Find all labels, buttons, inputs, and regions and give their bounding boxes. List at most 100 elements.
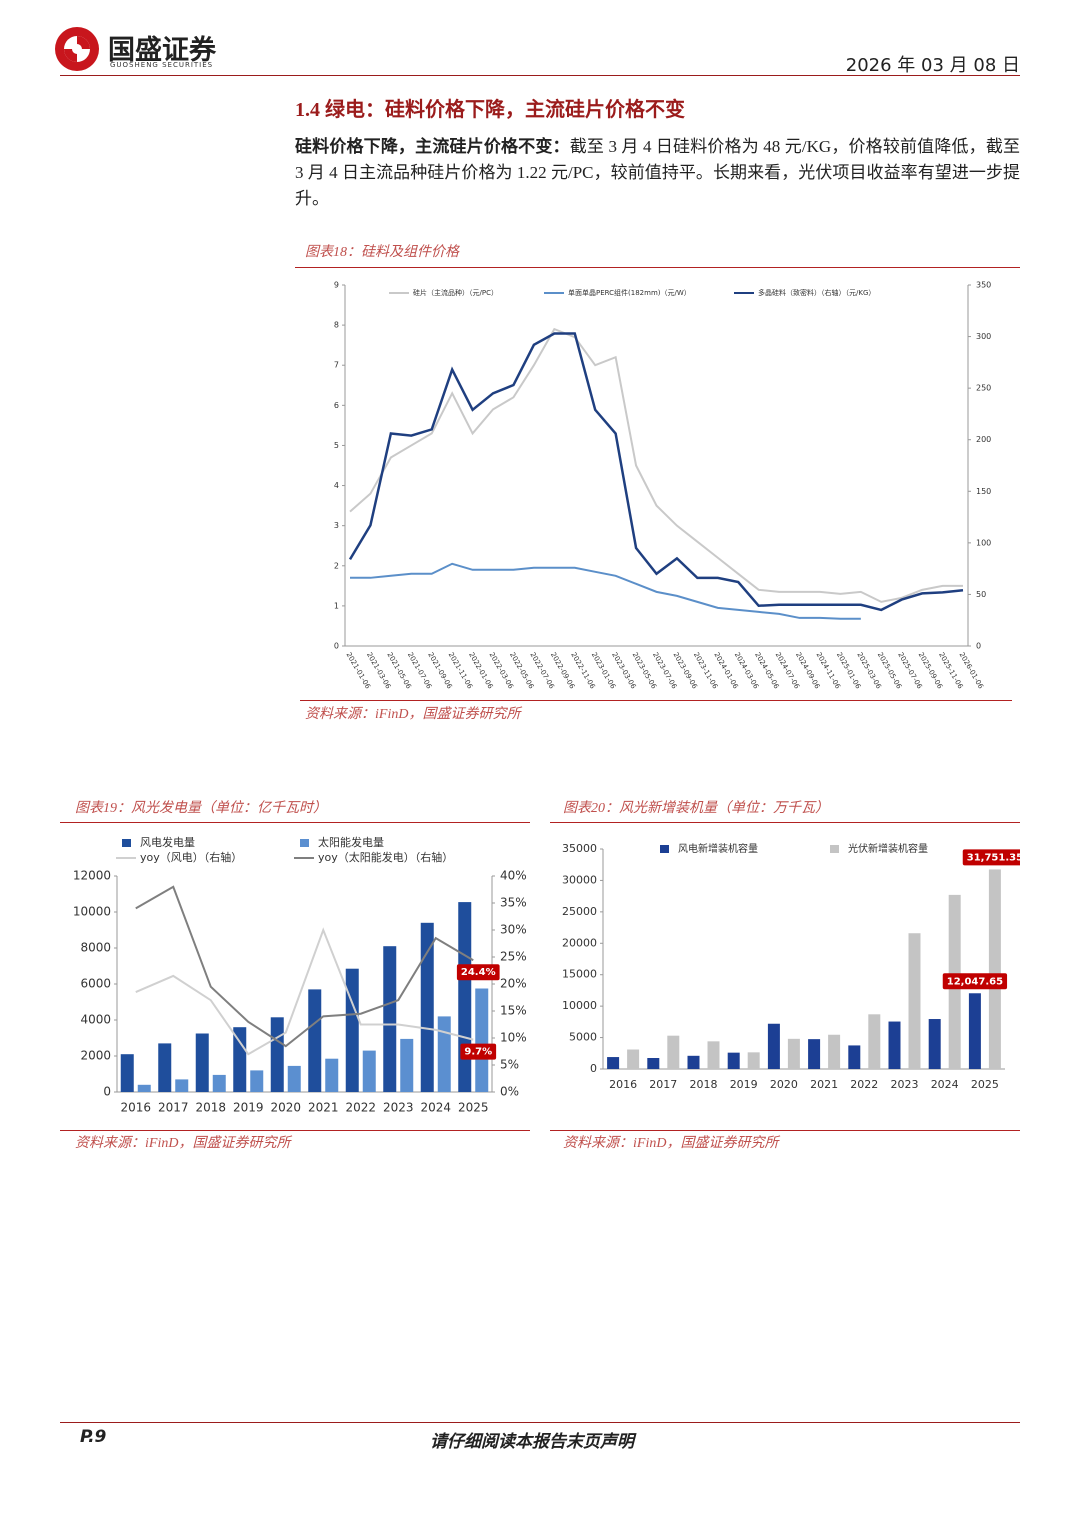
figure-rule [550, 1130, 1020, 1131]
bar [308, 989, 322, 1092]
bar [767, 1023, 780, 1069]
bar [908, 933, 921, 1069]
y-tick-label: 25% [500, 950, 527, 964]
figure-rule [300, 700, 1012, 701]
bar [968, 993, 981, 1069]
y-tick-label: 30000 [562, 873, 597, 886]
y-tick-label: 0 [590, 1062, 597, 1075]
y-tick-label: 8000 [80, 941, 111, 955]
value-label: 12,047.65 [947, 976, 1003, 987]
paragraph: 硅料价格下降，主流硅片价格不变：截至 3 月 4 日硅料价格为 48 元/KG，… [295, 134, 1020, 212]
bar [383, 946, 397, 1092]
bar [687, 1055, 700, 1069]
bar [475, 988, 489, 1092]
logo-text: 国盛证券 [108, 35, 216, 66]
bar [607, 1057, 620, 1069]
bar [195, 1033, 209, 1092]
figure-rule [60, 1130, 530, 1131]
y-tick-label: 20000 [562, 936, 597, 949]
logo-icon [55, 27, 99, 71]
bar [727, 1052, 740, 1069]
y-tick-label: 5 [334, 441, 339, 450]
x-tick-label: 2021 [308, 1101, 339, 1115]
bar [212, 1074, 226, 1092]
bar [868, 1014, 881, 1069]
bar [120, 1054, 134, 1092]
bar [707, 1041, 720, 1069]
bar [158, 1043, 172, 1092]
y-tick-label: 4 [334, 481, 339, 490]
y-tick-label: 2000 [80, 1049, 111, 1063]
y-tick-label: 2 [334, 561, 339, 570]
line [350, 562, 861, 620]
y-tick-label: 25000 [562, 905, 597, 918]
bar [437, 1016, 451, 1092]
bar [808, 1039, 821, 1069]
y-tick-label: 50 [976, 590, 986, 599]
y-tick-label: 30% [500, 923, 527, 937]
bar [362, 1050, 376, 1092]
legend-swatch [300, 839, 309, 847]
y-tick-label: 3 [334, 521, 339, 530]
legend-label: 多晶硅料（致密料）（右轴）（元/KG） [758, 288, 875, 297]
legend-label: yoy（风电）（右轴） [140, 850, 242, 864]
y-tick-label: 250 [976, 384, 991, 393]
line [348, 332, 964, 612]
bar [458, 902, 472, 1092]
x-tick-label: 2016 [120, 1101, 151, 1115]
value-label: 9.7% [464, 1047, 492, 1058]
bar [627, 1049, 640, 1069]
value-label: 31,751.35 [967, 852, 1020, 863]
x-tick-label: 2022 [850, 1078, 878, 1091]
bar [988, 869, 1001, 1069]
y-tick-label: 20% [500, 977, 527, 991]
figure-rule [295, 267, 1020, 268]
y-tick-label: 1 [334, 601, 339, 610]
value-label-box [460, 1043, 497, 1060]
bar [345, 968, 359, 1092]
y-tick-label: 4000 [80, 1013, 111, 1027]
bar [667, 1035, 680, 1069]
line [135, 927, 474, 1056]
bar [888, 1021, 901, 1069]
figure-title: 图表19：风光发电量（单位：亿千瓦时） [75, 801, 327, 816]
x-tick-label: 2021 [810, 1078, 838, 1091]
x-tick-label: 2016 [609, 1078, 637, 1091]
x-tick-label: 2024 [931, 1078, 959, 1091]
x-tick-label: 2018 [690, 1078, 718, 1091]
bar [325, 1058, 339, 1092]
figure-rule [60, 822, 530, 823]
footer-notice: 请仔细阅读本报告末页声明 [430, 1432, 634, 1451]
legend-label: 硅片（主流品种）（元/PC） [413, 288, 498, 297]
y-tick-label: 10000 [73, 905, 111, 919]
y-tick-label: 35000 [562, 842, 597, 855]
bar [287, 1065, 301, 1092]
x-tick-label: 2019 [730, 1078, 758, 1091]
bar [420, 922, 434, 1092]
legend-label: yoy（太阳能发电）（右轴） [318, 850, 453, 864]
y-tick-label: 7 [334, 361, 339, 370]
x-tick-label: 2025 [971, 1078, 999, 1091]
section-title: 1.4 绿电：硅料价格下降，主流硅片价格不变 [295, 99, 685, 121]
bar [848, 1045, 861, 1069]
figure-rule [550, 822, 1020, 823]
bar [270, 1017, 284, 1092]
y-tick-label: 5000 [569, 1031, 597, 1044]
y-tick-label: 200 [976, 435, 991, 444]
y-tick-label: 350 [976, 281, 991, 290]
x-tick-label: 2020 [770, 1078, 798, 1091]
value-label-box [456, 964, 500, 981]
bar [647, 1058, 660, 1069]
y-tick-label: 0 [334, 642, 339, 651]
y-tick-label: 0 [976, 642, 981, 651]
y-tick-label: 40% [500, 869, 527, 883]
figure-source: 资料来源：iFinD，国盛证券研究所 [563, 1136, 779, 1151]
y-tick-label: 10000 [562, 999, 597, 1012]
bar [928, 1019, 941, 1069]
y-tick-label: 15000 [562, 968, 597, 981]
y-tick-label: 35% [500, 896, 527, 910]
figure-source: 资料来源：iFinD，国盛证券研究所 [305, 707, 521, 722]
y-tick-label: 0% [500, 1085, 519, 1099]
y-tick-label: 0 [103, 1085, 111, 1099]
page-number: P.9 [80, 1427, 107, 1447]
